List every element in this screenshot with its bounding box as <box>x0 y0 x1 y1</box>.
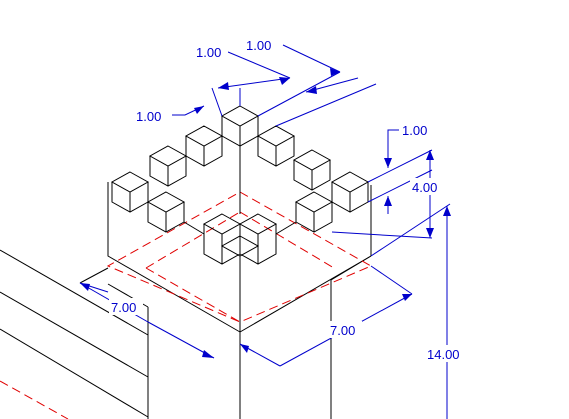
dim-top-a-line <box>217 77 291 89</box>
dim-label-right-step: 1.00 <box>402 123 427 138</box>
dim-base-left-line <box>147 321 215 359</box>
bg-base-right <box>328 321 362 338</box>
arrow-left-step <box>194 106 204 114</box>
dim-top-b-leader <box>282 44 341 73</box>
dim-label-base-right: 7.00 <box>330 323 355 338</box>
bg-total <box>425 345 465 362</box>
dim-total-ext-top <box>370 203 451 257</box>
arrow-base-right-a <box>240 344 249 353</box>
dim-top-a-leader <box>227 51 291 79</box>
dim-right-ext-top <box>367 149 433 183</box>
left-block-edge-low <box>0 328 149 418</box>
arrow-top-b-line-left <box>306 86 317 94</box>
arrow-total-top <box>443 206 451 216</box>
bg-right-4 <box>410 178 444 195</box>
arrow-top-a-right <box>279 77 290 85</box>
base-front-left-edge <box>79 267 109 284</box>
dim-label-step-height: 4.00 <box>412 180 437 195</box>
left-block-hidden <box>0 380 69 419</box>
hidden-lines <box>106 191 373 323</box>
dim-label-total-height: 14.00 <box>427 347 460 362</box>
dim-base-right-ext-b <box>370 265 413 295</box>
left-block-edge-top <box>0 249 149 336</box>
stepped-crown <box>110 105 370 332</box>
arrow-top-a-left <box>218 82 229 90</box>
base-right-inner-edge <box>330 255 372 281</box>
bg-base-left <box>109 298 143 315</box>
arrow-right-step <box>384 158 392 168</box>
dim-label-top-b: 1.00 <box>246 38 271 53</box>
hidden-inner-diag-left <box>145 211 241 269</box>
crown-inner-right-wall <box>275 221 297 235</box>
dim-right-4-ext-low <box>331 231 433 239</box>
arrow-base-left-a <box>80 283 90 291</box>
dim-label-top-a: 1.00 <box>196 45 221 60</box>
dim-right-step-leader <box>387 129 399 168</box>
hidden-top-rhombus <box>106 191 373 323</box>
base-top-left-edge <box>107 182 241 333</box>
dim-top-b-extension-2 <box>275 83 377 127</box>
dim-label-left-step: 1.00 <box>136 109 161 124</box>
arrow-base-right-b <box>402 294 412 301</box>
base-block <box>79 182 372 419</box>
dimension-arrows <box>80 68 451 358</box>
left-block-edge-mid <box>0 291 149 378</box>
arrow-base-left-b <box>202 350 214 358</box>
crown-inner-left-wall <box>183 221 205 235</box>
dim-right-ext-mid <box>367 169 433 203</box>
arrow-right-4-bottom <box>426 228 434 238</box>
dim-label-base-left: 7.00 <box>111 300 136 315</box>
dimension-labels: 1.00 1.00 1.00 1.00 4.00 7.00 7.00 14.00 <box>111 38 460 362</box>
arrow-small-up <box>384 196 392 206</box>
arrow-top-b-right <box>330 68 340 76</box>
bg-left-step <box>134 107 168 124</box>
arrow-right-4-top <box>426 150 434 160</box>
dim-top-b-extension <box>257 71 341 117</box>
left-block-hidden-edge <box>0 380 69 419</box>
hidden-inner-front-left <box>145 267 241 323</box>
bg-top-a <box>194 43 228 60</box>
dim-top-a-ext-left <box>211 87 223 117</box>
left-block <box>0 249 149 418</box>
bg-right-step <box>400 121 434 138</box>
hidden-inner-diag-right <box>239 211 335 269</box>
label-backgrounds <box>109 36 465 362</box>
bg-top-b <box>243 36 279 53</box>
